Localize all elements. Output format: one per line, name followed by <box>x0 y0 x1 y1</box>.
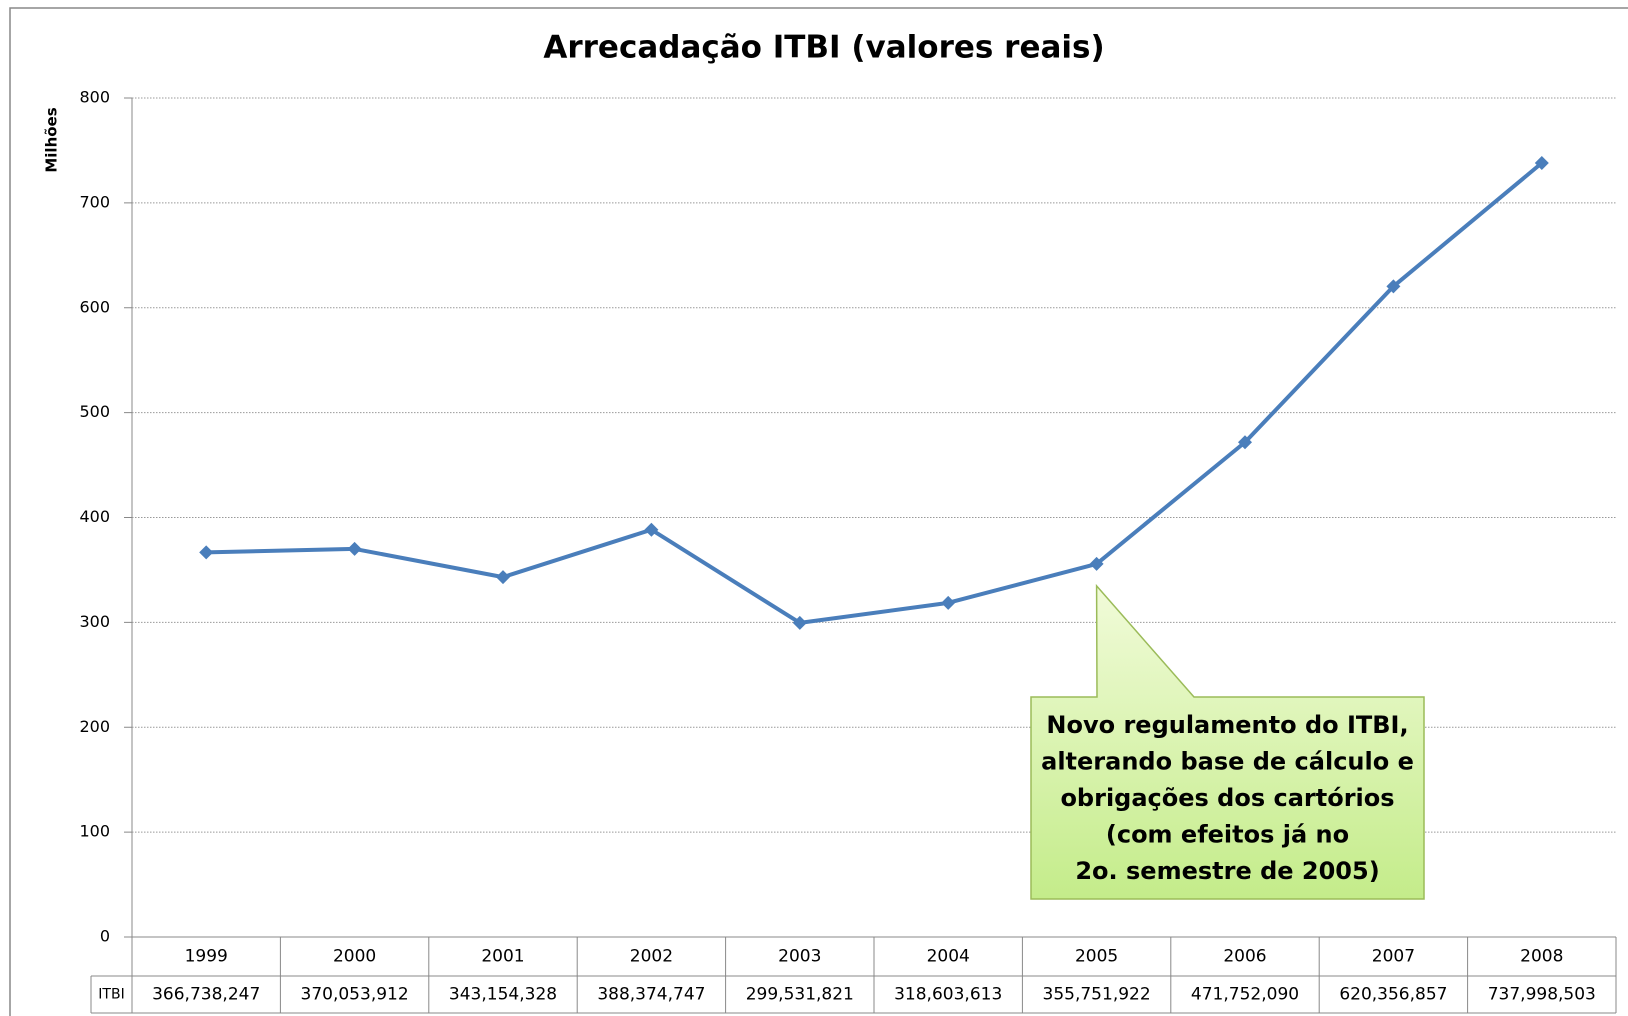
x-tick-label: 2001 <box>481 947 524 967</box>
series <box>199 156 1549 630</box>
data-label: 366,738,247 <box>152 985 260 1005</box>
point <box>199 545 214 560</box>
annotation-text: (com efeitos já no <box>1106 821 1349 849</box>
point <box>1089 556 1104 571</box>
grid: 0 100 200 300 400 500 600 700 800 <box>79 88 1616 946</box>
point <box>1534 156 1549 171</box>
callout: Novo regulamento do ITBI, alterando base … <box>1030 583 1425 900</box>
y-tick-label: 300 <box>79 612 110 631</box>
x-tick-label: 2008 <box>1520 947 1563 967</box>
y-tick-label: 700 <box>79 192 110 211</box>
data-label: 299,531,821 <box>746 985 854 1005</box>
annotation-text: obrigações dos cartórios <box>1060 784 1394 812</box>
x-tick-label: 1999 <box>185 947 228 967</box>
data-label: 471,752,090 <box>1191 985 1299 1005</box>
x-tick-label: 2004 <box>927 947 970 967</box>
data-label: 620,356,857 <box>1339 985 1447 1005</box>
point <box>496 570 510 585</box>
y-tick-label: 500 <box>79 402 110 421</box>
y-tick-label: 800 <box>79 88 110 107</box>
y-tick-label: 200 <box>79 717 110 736</box>
y-tick-label: 0 <box>100 927 110 946</box>
point <box>941 595 956 610</box>
point <box>792 615 807 630</box>
data-label: 737,998,503 <box>1488 985 1596 1005</box>
x-tick-label: 2002 <box>630 947 673 967</box>
data-label: 343,154,328 <box>449 985 557 1005</box>
annotation-text: 2o. semestre de 2005) <box>1075 857 1379 885</box>
point <box>347 541 362 556</box>
y-axis-label: Milhões <box>43 107 61 172</box>
x-tick-label: 2005 <box>1075 947 1118 967</box>
x-tick-label: 2006 <box>1223 947 1266 967</box>
point <box>644 522 659 537</box>
chart-title: Arrecadação ITBI (valores reais) <box>543 30 1104 66</box>
series-line <box>206 161 1544 625</box>
callout-box <box>1030 583 1425 900</box>
data-label: 388,374,747 <box>597 985 705 1005</box>
annotation-text: alterando base de cálculo e <box>1041 748 1414 776</box>
point <box>1238 435 1252 450</box>
data-label: 370,053,912 <box>301 985 409 1005</box>
data-label: 355,751,922 <box>1043 985 1151 1005</box>
y-tick-label: 400 <box>79 507 110 526</box>
x-tick-label: 2000 <box>333 947 376 967</box>
x-tick-label: 2003 <box>778 947 821 967</box>
y-tick-label: 100 <box>79 822 110 841</box>
point <box>1386 279 1401 294</box>
x-tick-label: 2007 <box>1372 947 1415 967</box>
y-tick-label: 600 <box>79 297 110 316</box>
data-table: 1999 2000 2001 2002 2003 2004 2005 2006 2007 2008… <box>90 936 1617 1014</box>
legend-label: ITBI <box>98 987 124 1003</box>
annotation-text: Novo regulamento do ITBI, <box>1046 711 1408 739</box>
data-label: 318,603,613 <box>894 985 1002 1005</box>
